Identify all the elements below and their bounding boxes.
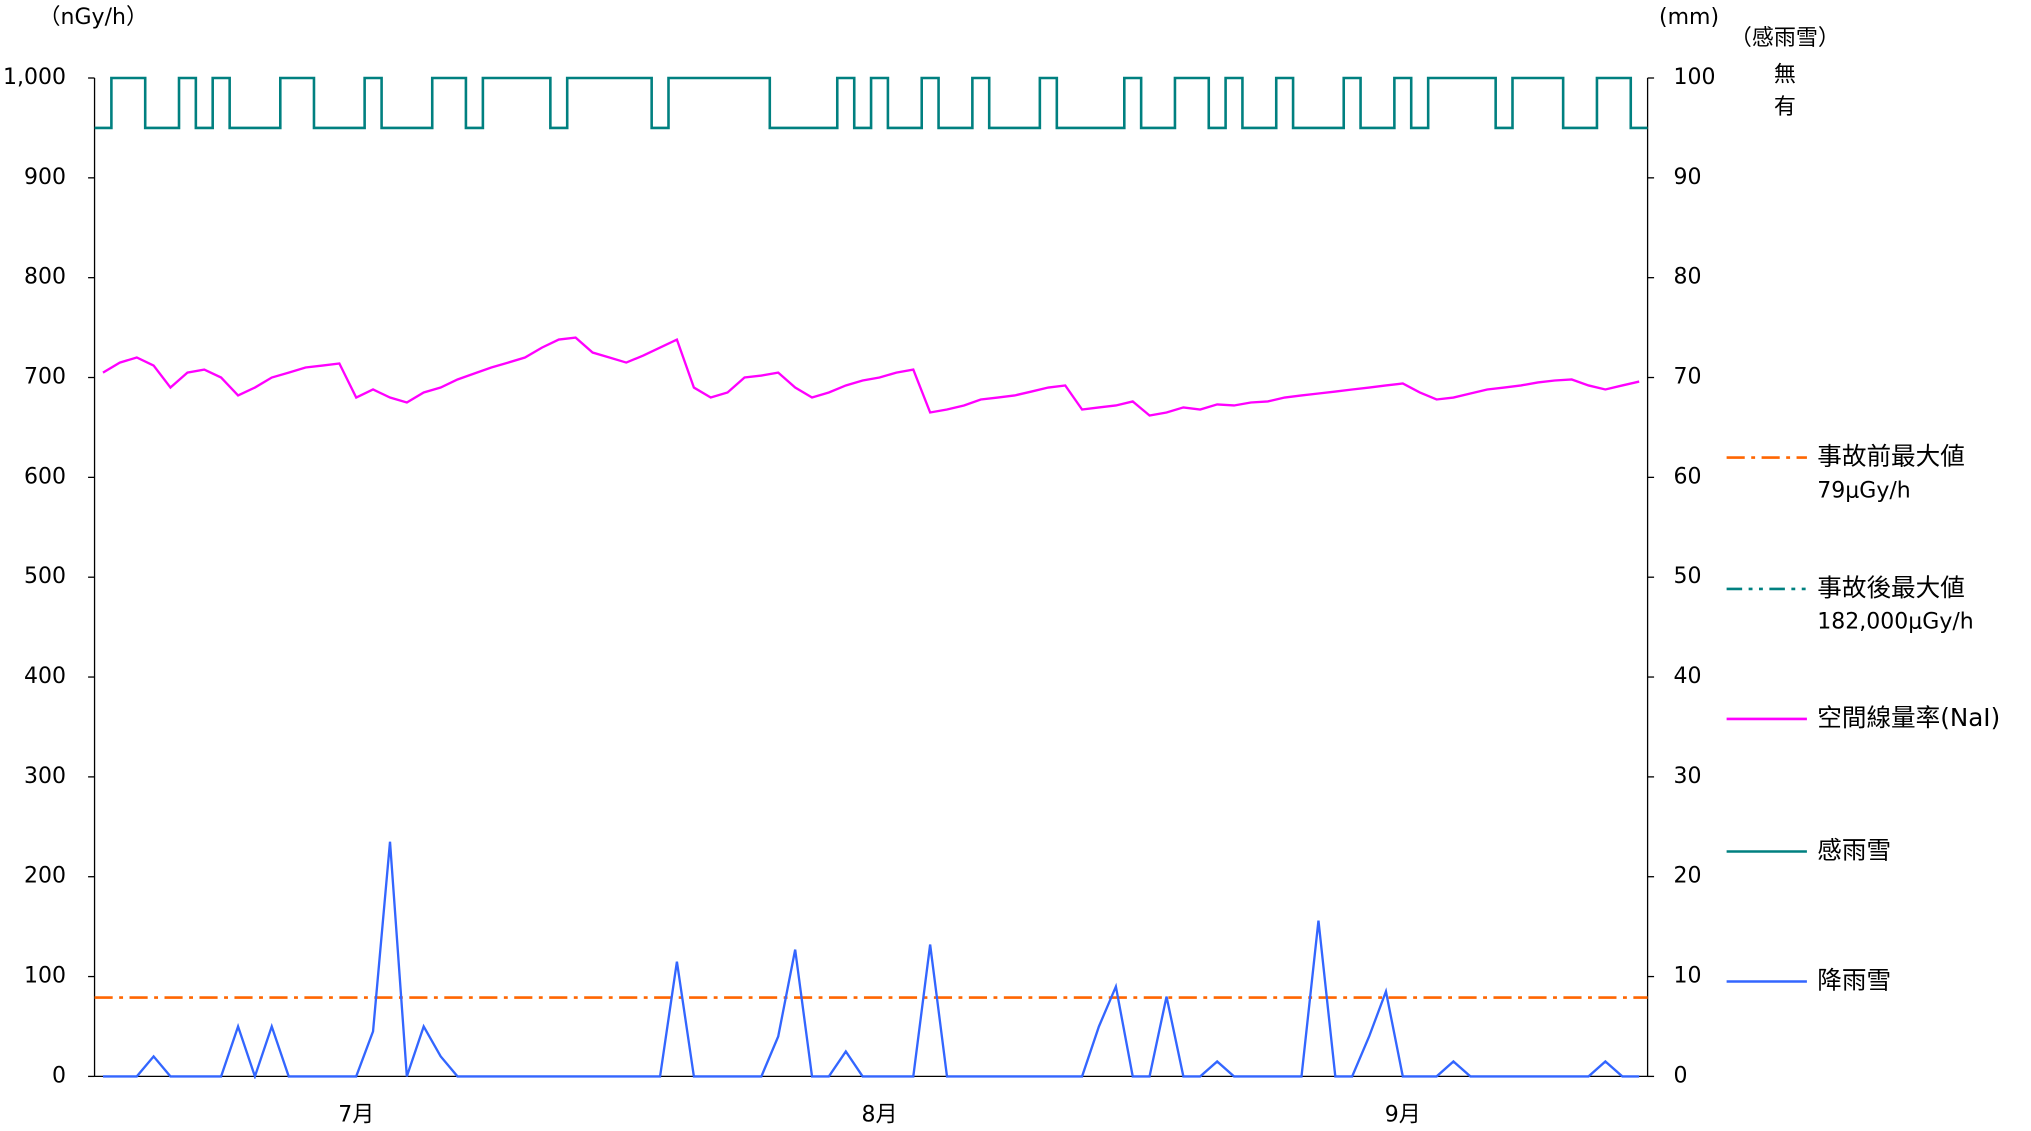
series-line [94,76,1648,130]
y2-tick-label: 0 [1674,1063,1688,1088]
y-tick-label: 0 [52,1063,66,1088]
y2-tick-label: 70 [1674,364,1702,389]
y-tick-label: 300 [24,764,66,789]
y2-tick-label: 20 [1674,864,1702,889]
sensor-level-label: 有 [1774,95,1796,120]
y-axis-title: （nGy/h） [39,5,148,30]
y2-tick-label: 50 [1674,564,1702,589]
legend-value-label: 182,000μGy/h [1817,610,1973,635]
y-tick-label: 700 [24,364,66,389]
plot-area [94,76,1648,1079]
y2-tick-label: 10 [1674,964,1702,989]
y2-axis-title: (mm) [1659,5,1719,30]
y-tick-label: 400 [24,664,66,689]
legend-label: 事故前最大値 [1817,442,1965,471]
sensor-level-label: 無 [1774,62,1796,87]
y-tick-label: 1,000 [3,65,66,90]
legend-label: 空間線量率(NaI) [1817,703,2000,732]
legend-label: 感雨雪 [1817,835,1891,864]
x-tick-label: 7月 [338,1102,374,1127]
legend-label: 事故後最大値 [1817,573,1965,602]
legend-label: 降雨雪 [1817,965,1891,994]
y2-tick-label: 40 [1674,664,1702,689]
y-tick-label: 900 [24,165,66,190]
legend-value-label: 79μGy/h [1817,478,1910,503]
series-line [102,336,1640,417]
y2-tick-label: 60 [1674,464,1702,489]
y-tick-label: 100 [24,964,66,989]
y2-tick-label: 30 [1674,764,1702,789]
y-tick-label: 800 [24,265,66,290]
sensor-axis-title: （感雨雪） [1730,26,1840,51]
y-tick-label: 600 [24,464,66,489]
y2-tick-label: 90 [1674,165,1702,190]
y2-tick-label: 80 [1674,265,1702,290]
y2-tick-label: 100 [1674,65,1716,90]
x-tick-label: 9月 [1385,1102,1421,1127]
y-tick-label: 500 [24,564,66,589]
y-tick-label: 200 [24,864,66,889]
series-line [102,841,1640,1079]
x-tick-label: 8月 [862,1102,898,1127]
